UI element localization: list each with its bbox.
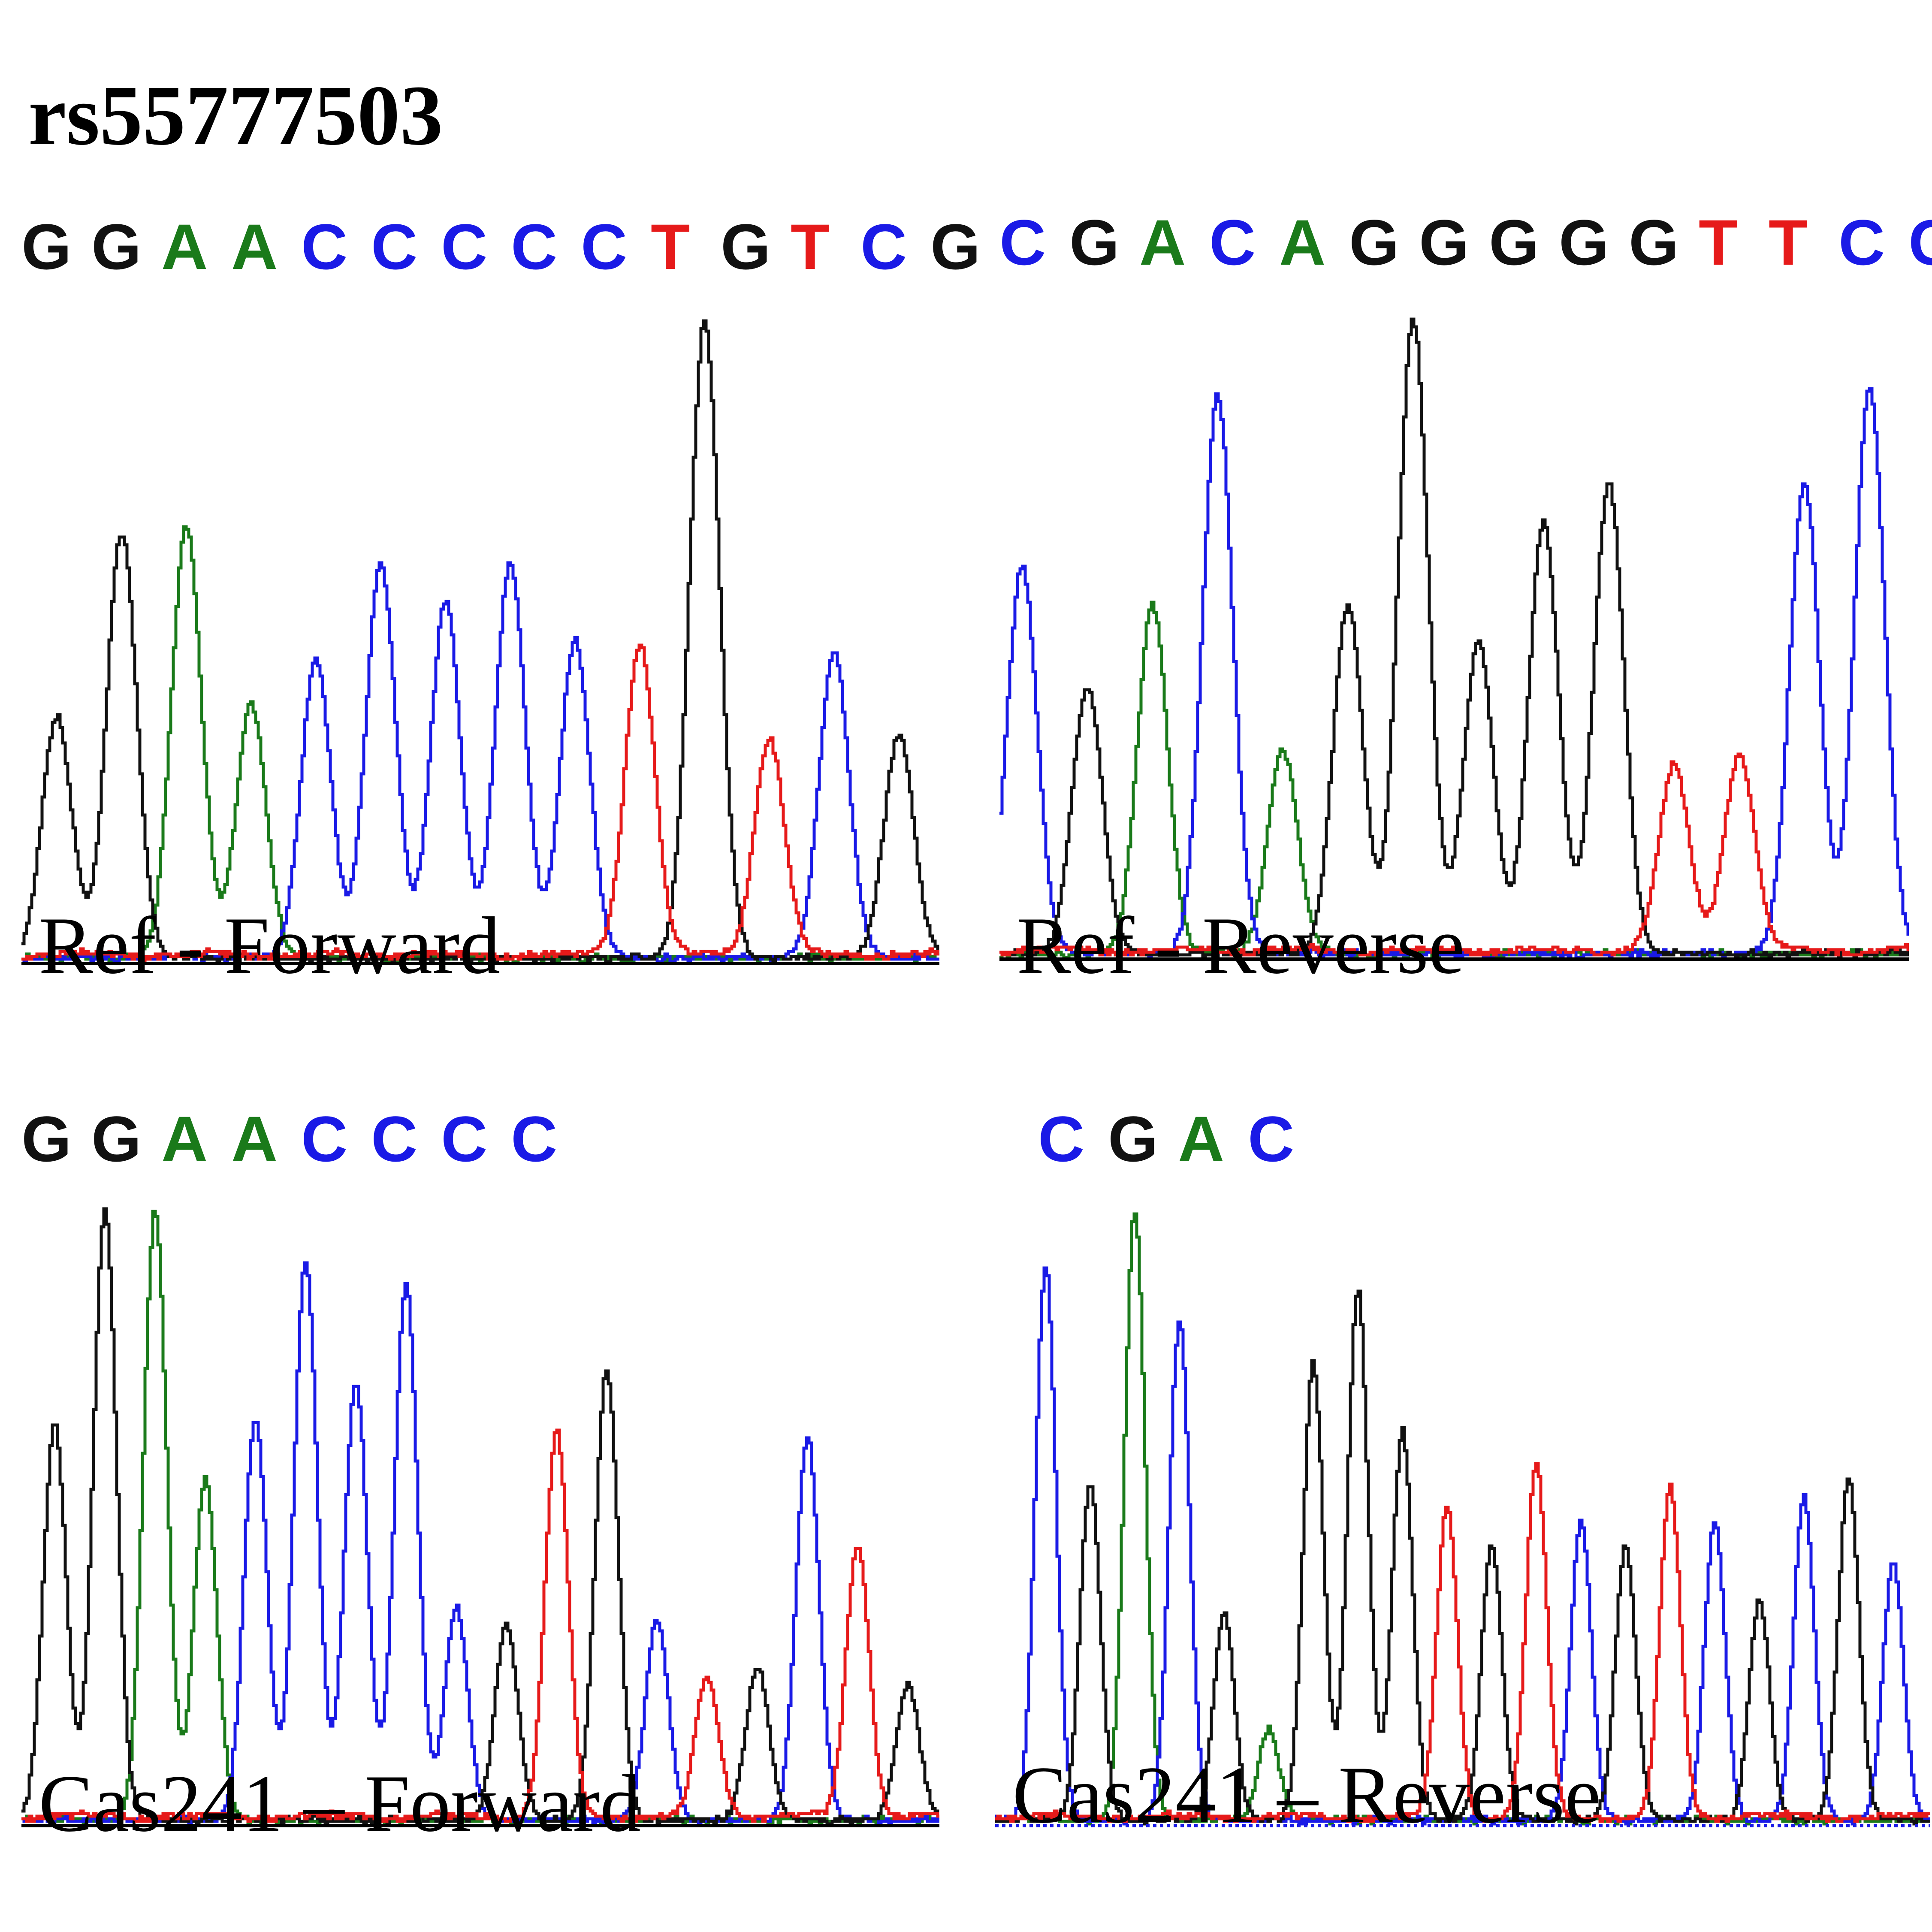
base-call-letter: G: [1559, 206, 1609, 278]
trace-G: [21, 319, 939, 963]
base-call-letter: G: [930, 211, 981, 283]
base-call-letter: A: [161, 1103, 208, 1175]
base-call-letter: C: [441, 211, 488, 283]
base-call-letter: C: [511, 1103, 558, 1175]
base-call-letter: A: [1139, 206, 1186, 278]
base-call-letter: G: [721, 211, 771, 283]
trace-A: [21, 1210, 939, 1826]
base-call-letter: C: [1038, 1103, 1085, 1175]
trace-G: [999, 317, 1909, 959]
base-call-letter: C: [1908, 206, 1932, 278]
base-call-letter: G: [1349, 206, 1399, 278]
base-call-letter: C: [860, 211, 907, 283]
trace-G: [995, 1289, 1930, 1826]
base-call-letter: G: [1069, 206, 1120, 278]
base-call-letter: G: [1419, 206, 1469, 278]
base-call-letter: C: [371, 211, 418, 283]
base-call-letter: G: [1629, 206, 1679, 278]
base-call-letter: C: [1248, 1103, 1295, 1175]
trace-T: [995, 1462, 1930, 1823]
panel-caption: Ref - Forward: [39, 901, 501, 991]
panel-caption: Cas241 – Reverse: [1012, 1750, 1601, 1840]
trace-C: [999, 387, 1909, 959]
base-call-letter: C: [441, 1103, 488, 1175]
base-call-letter: A: [1279, 206, 1326, 278]
base-call-letter: G: [21, 211, 72, 283]
panel-caption: Ref - Reverse: [1017, 901, 1465, 991]
panel-caption: Cas241 – Forward: [39, 1759, 641, 1849]
base-call-letter: T: [1699, 206, 1738, 278]
chromatogram-trace: [995, 1212, 1930, 1827]
base-call-letter: A: [231, 1103, 278, 1175]
base-call-letter: C: [999, 206, 1046, 278]
base-call-letter: T: [651, 211, 690, 283]
base-call-letter: C: [1838, 206, 1885, 278]
base-call-letter: C: [301, 211, 348, 283]
trace-C: [995, 1266, 1930, 1826]
chromatogram-trace: [21, 1207, 939, 1827]
base-call-letter: C: [301, 1103, 348, 1175]
base-call-letter: C: [1209, 206, 1256, 278]
base-call-letter: G: [1489, 206, 1539, 278]
base-call-letter: G: [21, 1103, 72, 1175]
trace-A: [21, 525, 939, 963]
base-call-letter: C: [511, 211, 558, 283]
base-call-letter: G: [91, 1103, 142, 1175]
base-call-letter: A: [1178, 1103, 1225, 1175]
chromatogram-trace: [21, 319, 939, 965]
base-call-letter: G: [91, 211, 142, 283]
trace-G: [21, 1207, 939, 1826]
base-call-letter: C: [581, 211, 628, 283]
base-call-letter: G: [1108, 1103, 1158, 1175]
base-call-letter: A: [231, 211, 278, 283]
figure-title: rs55777503: [28, 68, 443, 163]
base-call-letter: C: [371, 1103, 418, 1175]
chromatogram-trace: [999, 317, 1909, 961]
trace-T: [21, 1428, 939, 1823]
trace-C: [21, 1261, 939, 1826]
trace-T: [21, 643, 939, 963]
base-call-letter: T: [1769, 206, 1808, 278]
base-call-letter: A: [161, 211, 208, 283]
trace-T: [999, 752, 1909, 957]
base-call-letter: T: [791, 211, 830, 283]
